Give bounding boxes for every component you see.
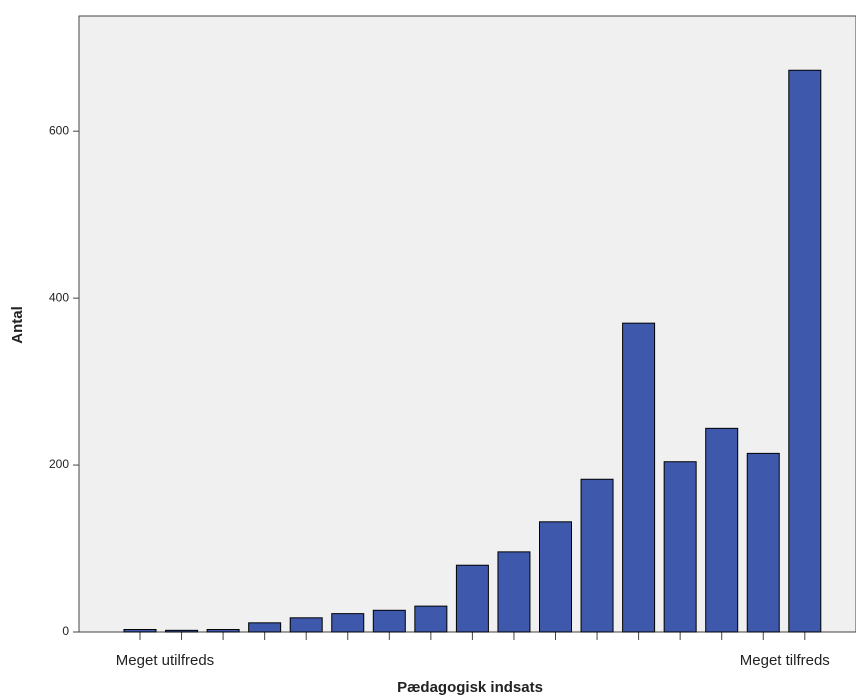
bar [414,605,448,633]
bar [539,521,572,633]
plot-area [78,15,856,633]
bar [331,613,365,633]
x-axis-title: Pædagogisk indsats [397,679,543,696]
bar [372,609,406,633]
x-tick-label: Meget utilfreds [116,652,214,669]
bar [622,322,656,633]
x-tick-label: Meget tilfreds [740,652,830,669]
bar [746,452,780,633]
bar [289,617,323,633]
bar [165,629,199,633]
bar [497,551,531,633]
bar [788,69,822,633]
bar [206,628,240,633]
y-axis-title: Antal [9,306,26,344]
y-tick-label: 200 [49,457,69,471]
bar [705,427,739,633]
bar [663,461,697,633]
y-tick-label: 600 [49,123,69,137]
y-tick-label: 0 [62,624,69,638]
bar [455,564,489,633]
bar [123,628,157,633]
bar [580,478,614,633]
y-tick-label: 400 [49,290,69,304]
bar [248,622,282,633]
